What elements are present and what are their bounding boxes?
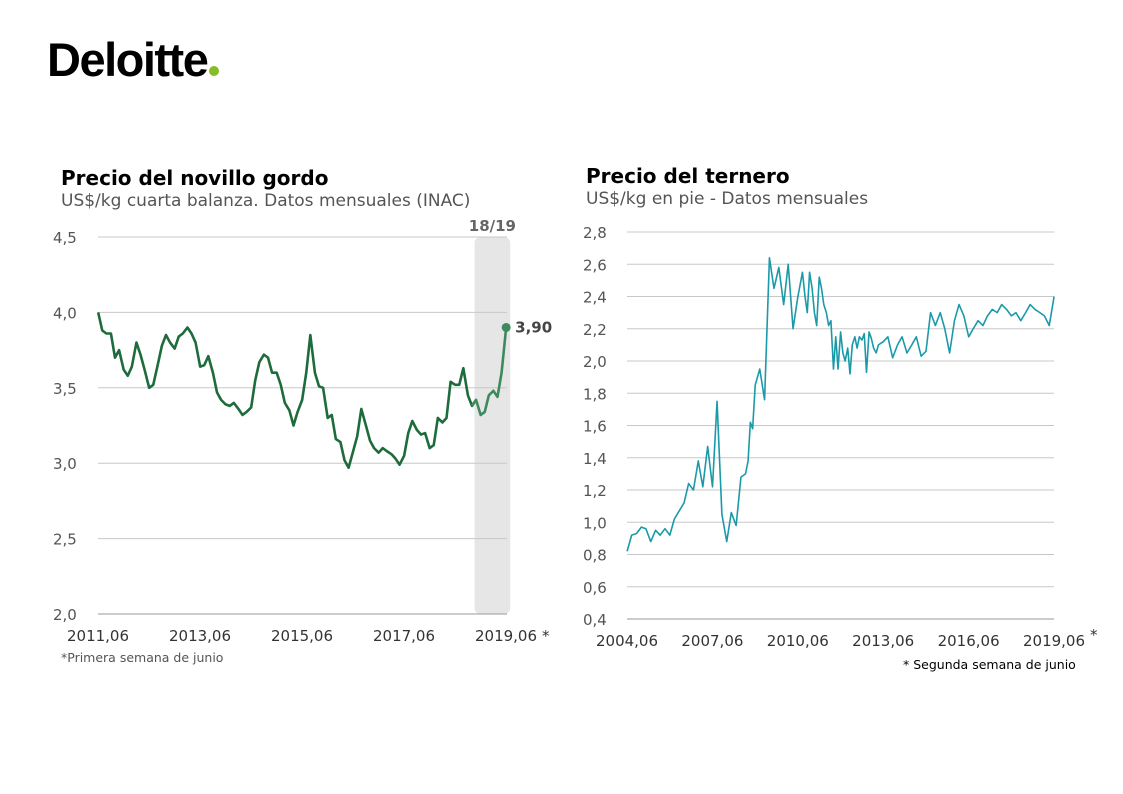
y-tick-label: 3,5 [53, 380, 77, 398]
x-tick-label: 2017,06 [373, 627, 435, 645]
y-tick-label: 1,0 [583, 514, 607, 532]
x-tick-suffix: * [1090, 626, 1098, 644]
end-point [501, 322, 511, 332]
highlight-label: 18/19 [469, 217, 516, 235]
chart-1-title: Precio del novillo gordo [61, 166, 329, 190]
x-tick-label: 2019,06 [475, 627, 537, 645]
y-tick-label: 0,8 [583, 547, 607, 565]
x-tick-suffix: * [542, 627, 550, 645]
x-tick-label: 2004,06 [596, 632, 658, 650]
y-tick-label: 0,6 [583, 579, 607, 597]
chart-2-subtitle: US$/kg en pie - Datos mensuales [586, 189, 869, 209]
deloitte-logo: Deloitte [47, 33, 220, 86]
logo-wordmark: Deloitte [47, 33, 209, 86]
y-tick-label: 2,4 [583, 289, 607, 307]
y-tick-label: 2,0 [53, 606, 77, 624]
y-tick-label: 1,2 [583, 482, 607, 500]
chart-2-title: Precio del ternero [586, 164, 790, 188]
y-tick-label: 0,4 [583, 611, 607, 629]
x-tick-label: 2007,06 [681, 632, 743, 650]
y-tick-label: 4,0 [53, 304, 77, 322]
y-tick-label: 2,6 [583, 256, 607, 274]
y-tick-label: 1,6 [583, 418, 607, 436]
x-tick-label: 2019,06 [1023, 632, 1085, 650]
y-tick-label: 2,0 [583, 353, 607, 371]
y-tick-label: 3,0 [53, 455, 77, 473]
y-tick-label: 4,5 [53, 229, 77, 247]
y-tick-label: 1,4 [583, 450, 607, 468]
highlight-band [474, 237, 511, 614]
x-tick-label: 2016,06 [938, 632, 1000, 650]
x-tick-label: 2011,06 [67, 627, 129, 645]
x-tick-label: 2013,06 [852, 632, 914, 650]
series-line [96, 312, 478, 470]
chart-1-note: *Primera semana de junio [61, 650, 224, 665]
logo-dot [209, 66, 220, 76]
chart-novillo-gordo: 18/19 2,0 2,5 3,0 3,5 4,0 4,5 2011,06 2013,06 201… [53, 217, 552, 645]
x-tick-label: 2015,06 [271, 627, 333, 645]
x-tick-label: 2013,06 [169, 627, 231, 645]
y-tick-label: 2,8 [583, 224, 607, 242]
series-line-highlight [470, 327, 508, 417]
end-value-label: 3,90 [515, 318, 552, 336]
chart-2-note: * Segunda semana de junio [903, 657, 1076, 672]
chart-ternero: 0,4 0,6 0,8 1,0 1,2 1,4 1,6 1,8 2,0 2,2 2,4 2,6 2,8 2… [583, 224, 1098, 650]
y-tick-label: 2,2 [583, 321, 607, 339]
series-line [626, 256, 1055, 552]
x-tick-label: 2010,06 [767, 632, 829, 650]
y-tick-label: 1,8 [583, 385, 607, 403]
chart-1-subtitle: US$/kg cuarta balanza. Datos mensuales (… [61, 191, 471, 211]
y-tick-label: 2,5 [53, 531, 77, 549]
